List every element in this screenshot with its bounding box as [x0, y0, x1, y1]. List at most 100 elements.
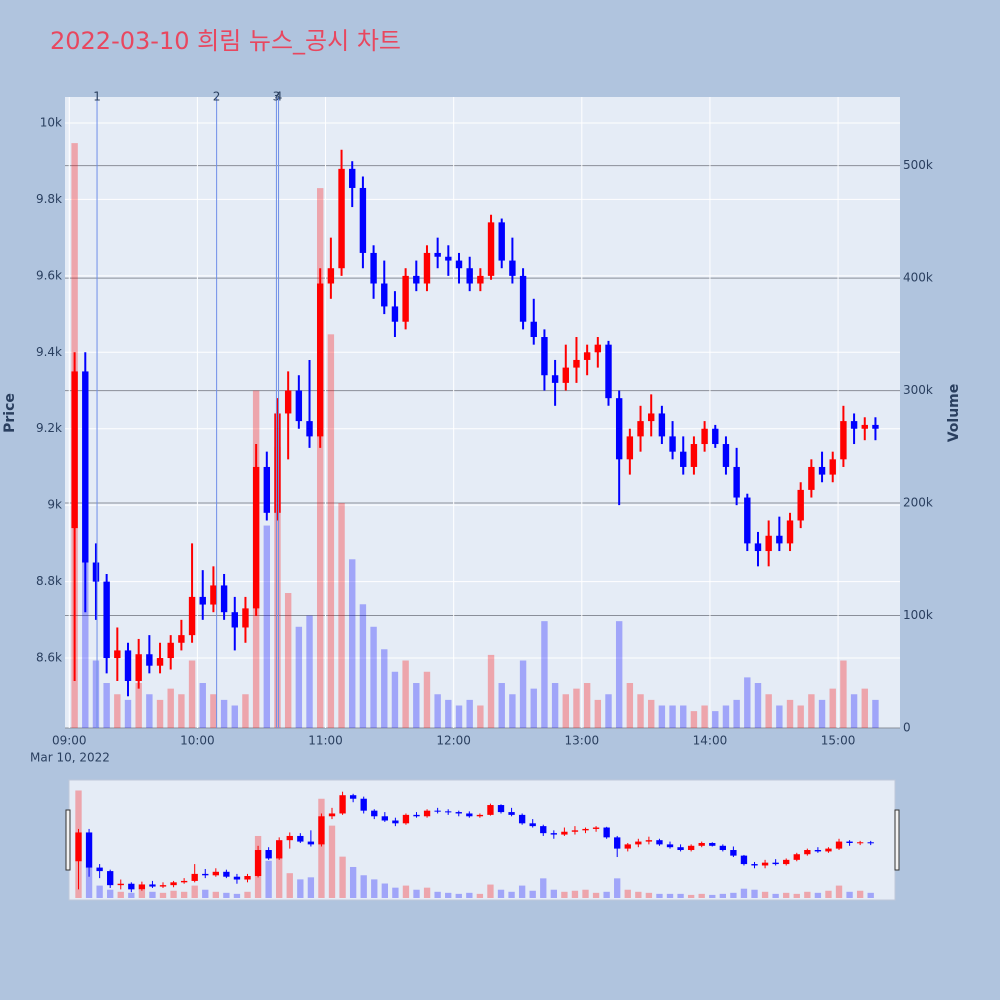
volume-bar: [761, 891, 769, 898]
y-tick-label: 8.8k: [36, 574, 62, 588]
candle-body: [274, 413, 281, 513]
candle-body: [740, 855, 748, 865]
candle-body: [541, 337, 548, 376]
volume-bar: [338, 503, 345, 728]
y-tick-label: 9.8k: [36, 192, 62, 206]
candle-body: [370, 252, 377, 284]
candle-body: [709, 842, 716, 846]
candle-body: [751, 864, 758, 866]
candle-body: [191, 873, 198, 881]
range-slider[interactable]: [68, 779, 896, 901]
volume-bar: [212, 891, 219, 898]
volume-bar: [306, 615, 313, 728]
volume-bar: [804, 891, 811, 898]
candle-body: [434, 252, 441, 257]
volume-bar: [562, 694, 569, 728]
candle-body: [701, 428, 708, 445]
candle-body: [455, 812, 462, 814]
candle-body: [135, 654, 142, 681]
candle-body: [199, 596, 206, 605]
volume-bar: [561, 891, 568, 898]
volume-bar: [327, 334, 335, 728]
x-tick-label: 09:00: [52, 734, 87, 748]
candle-body: [487, 222, 495, 276]
candle-body: [276, 840, 283, 859]
volume-bar: [128, 892, 135, 898]
volume-bar: [551, 683, 559, 728]
candle-body: [146, 654, 153, 666]
candle-body: [107, 871, 114, 886]
candle-body: [808, 466, 815, 490]
annotation-label: 1: [93, 90, 101, 104]
candle-body: [71, 371, 78, 529]
candle-body: [286, 835, 293, 841]
candle-body: [840, 421, 847, 460]
candle-body: [128, 883, 135, 890]
range-handle-left[interactable]: [65, 809, 71, 871]
candle-body: [680, 451, 687, 467]
candle-body: [518, 814, 526, 824]
volume-bar: [624, 889, 631, 898]
candle-body: [872, 424, 879, 429]
volume-bar: [455, 893, 462, 898]
candle-body: [783, 859, 790, 865]
candle-body: [223, 871, 230, 877]
candle-body: [381, 283, 388, 307]
volume-bar: [445, 892, 452, 898]
candle-body: [371, 810, 378, 817]
volume-bar: [233, 893, 241, 898]
candle-body: [180, 880, 188, 883]
volume-bar: [722, 705, 730, 728]
candle-body: [573, 359, 580, 368]
volume-bar: [573, 688, 580, 728]
volume-bar: [690, 711, 698, 728]
volume-bar: [360, 875, 367, 898]
annotation-label: 4: [275, 90, 283, 104]
candle-body: [170, 882, 177, 886]
candle-body: [328, 813, 336, 817]
volume-bar: [339, 856, 346, 898]
candle-body: [690, 444, 698, 467]
volume-bar: [191, 885, 198, 898]
volume-bar: [223, 892, 230, 898]
volume-bar: [498, 683, 505, 728]
candle-body: [509, 260, 516, 276]
candle-body: [466, 268, 473, 284]
range-handle-right[interactable]: [894, 809, 900, 871]
plot-area: [65, 97, 900, 728]
volume-bar: [276, 846, 283, 898]
y-tick-label: 9.6k: [36, 268, 62, 282]
volume-bar: [603, 891, 610, 898]
volume-bar: [167, 688, 174, 728]
candle-body: [75, 832, 82, 862]
x-tick-label: 10:00: [180, 734, 215, 748]
volume-bar: [658, 705, 666, 728]
x-tick-label: 14:00: [693, 734, 728, 748]
candle-body: [669, 436, 676, 452]
candle-body: [159, 885, 167, 887]
volume-bar: [423, 887, 431, 898]
candle-body: [754, 543, 762, 552]
volume-bar: [701, 705, 708, 728]
volume-bar: [605, 694, 612, 728]
volume-bar: [402, 660, 409, 728]
volume-bar: [765, 694, 772, 728]
volume-bar: [263, 525, 271, 728]
candle-body: [476, 814, 484, 817]
volume-bar: [178, 694, 185, 728]
volume-bar: [669, 705, 676, 728]
candle-body: [825, 848, 832, 852]
candle-body: [498, 222, 505, 261]
candle-body: [167, 642, 174, 659]
candle-body: [231, 612, 238, 628]
volume-bar: [637, 694, 644, 728]
candle-body: [252, 466, 260, 609]
candle-body: [391, 306, 399, 322]
volume-bar: [541, 621, 548, 728]
candle-body: [867, 842, 874, 844]
candle-body: [626, 436, 634, 460]
volume-bar: [687, 894, 695, 898]
candle-body: [856, 842, 864, 844]
volume-bar: [423, 671, 431, 728]
